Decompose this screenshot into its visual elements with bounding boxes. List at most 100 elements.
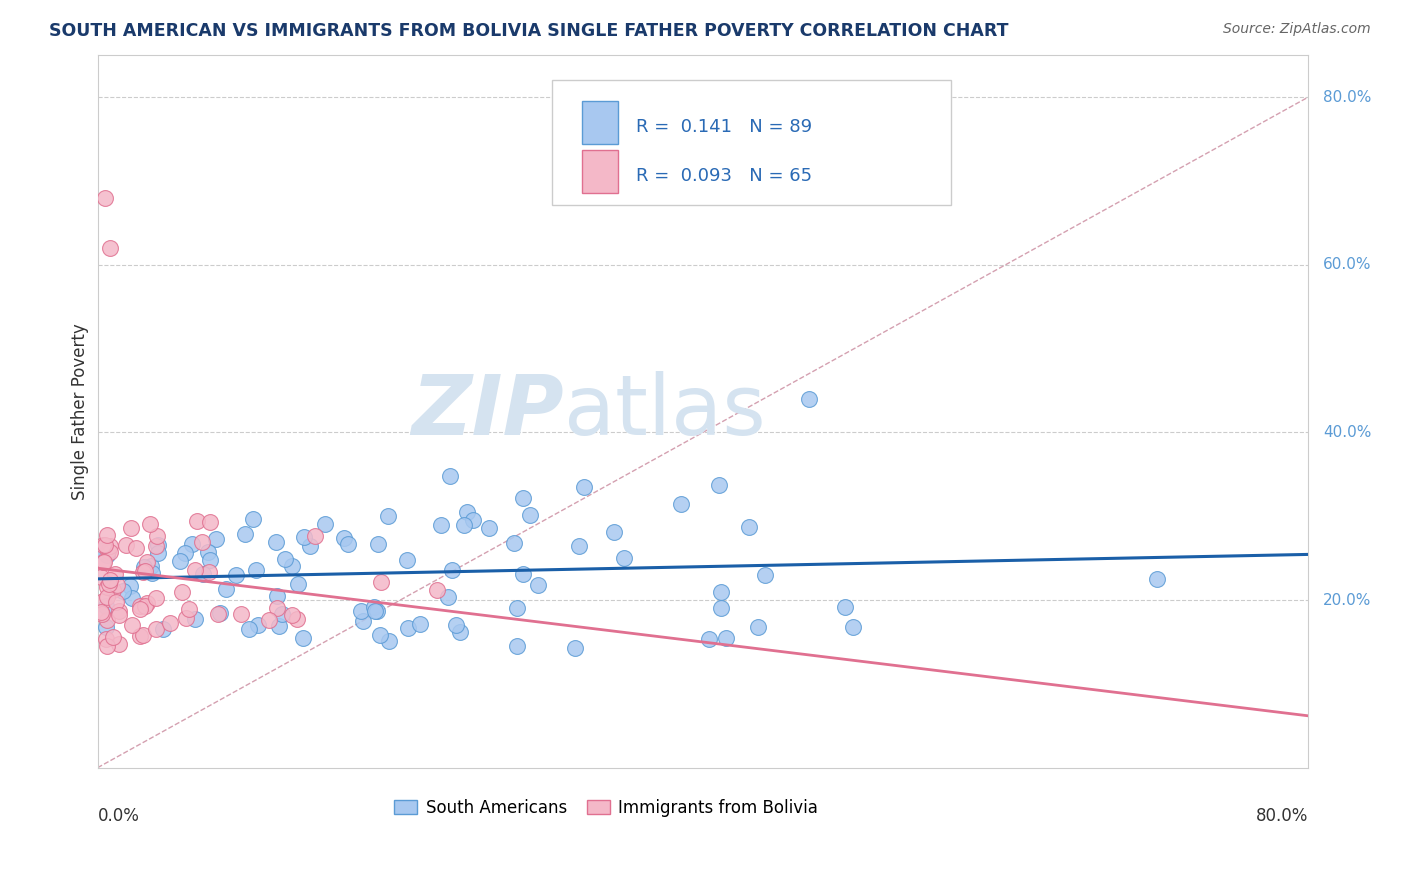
Point	[564, 641, 586, 656]
Point	[108, 608, 131, 623]
Point	[478, 521, 501, 535]
Point	[97, 577, 120, 591]
Point	[238, 622, 260, 636]
Point	[747, 620, 769, 634]
Point	[145, 540, 167, 554]
Point	[107, 637, 129, 651]
Point	[141, 566, 163, 581]
Point	[396, 621, 419, 635]
Point	[146, 546, 169, 560]
Point	[754, 568, 776, 582]
Point	[98, 573, 121, 587]
Point	[184, 612, 207, 626]
Point	[96, 527, 118, 541]
Point	[105, 578, 128, 592]
Point	[100, 545, 122, 559]
Point	[200, 553, 222, 567]
Text: 60.0%: 60.0%	[1323, 257, 1371, 272]
Point	[107, 604, 129, 618]
Point	[170, 584, 193, 599]
Point	[94, 619, 117, 633]
Point	[208, 606, 231, 620]
Point	[409, 617, 432, 632]
Point	[1146, 572, 1168, 586]
Text: 20.0%: 20.0%	[1323, 592, 1371, 607]
Legend: South Americans, Immigrants from Bolivia: South Americans, Immigrants from Bolivia	[387, 792, 825, 823]
Text: Source: ZipAtlas.com: Source: ZipAtlas.com	[1223, 22, 1371, 37]
Point	[229, 607, 252, 621]
Point	[104, 567, 127, 582]
Point	[367, 537, 389, 551]
Point	[207, 607, 229, 622]
Point	[368, 628, 391, 642]
Point	[152, 623, 174, 637]
Point	[273, 552, 295, 566]
Text: ZIP: ZIP	[411, 371, 564, 452]
Point	[128, 602, 150, 616]
Point	[463, 513, 485, 527]
Point	[245, 563, 267, 577]
Point	[512, 567, 534, 582]
Point	[94, 538, 117, 552]
Point	[91, 594, 114, 608]
Point	[135, 596, 157, 610]
Point	[714, 631, 737, 645]
Point	[98, 241, 121, 255]
Point	[353, 614, 375, 628]
Point	[292, 631, 315, 645]
Point	[145, 591, 167, 605]
Point	[121, 591, 143, 605]
Point	[96, 613, 118, 627]
Point	[669, 497, 692, 511]
Point	[184, 563, 207, 577]
Point	[174, 611, 197, 625]
Point	[98, 539, 121, 553]
Point	[257, 613, 280, 627]
Point	[437, 590, 460, 604]
Point	[453, 518, 475, 533]
Point	[710, 585, 733, 599]
Point	[90, 605, 112, 619]
Point	[91, 555, 114, 569]
Point	[707, 477, 730, 491]
Point	[101, 630, 124, 644]
Point	[128, 629, 150, 643]
Point	[242, 512, 264, 526]
Point	[266, 600, 288, 615]
Point	[132, 560, 155, 574]
Text: 40.0%: 40.0%	[1323, 425, 1371, 440]
Point	[205, 532, 228, 546]
Point	[281, 608, 304, 623]
FancyBboxPatch shape	[582, 102, 619, 145]
Point	[269, 619, 291, 633]
Point	[198, 565, 221, 579]
Point	[603, 525, 626, 540]
Point	[266, 589, 288, 603]
Point	[104, 594, 127, 608]
Point	[93, 538, 115, 552]
Text: atlas: atlas	[564, 371, 765, 452]
Point	[613, 551, 636, 566]
Point	[314, 516, 336, 531]
Point	[90, 569, 112, 583]
Point	[270, 607, 292, 621]
Point	[132, 565, 155, 579]
Point	[370, 575, 392, 590]
Point	[94, 632, 117, 646]
FancyBboxPatch shape	[582, 150, 619, 193]
Point	[396, 553, 419, 567]
Point	[834, 600, 856, 615]
Point	[246, 618, 269, 632]
Point	[426, 583, 449, 598]
Point	[285, 612, 308, 626]
Point	[710, 600, 733, 615]
Point	[366, 604, 388, 618]
Point	[174, 546, 197, 560]
Point	[281, 558, 304, 573]
Point	[264, 534, 287, 549]
Point	[125, 541, 148, 555]
Point	[350, 604, 373, 618]
Point	[304, 529, 326, 543]
Point	[135, 555, 157, 569]
Point	[91, 607, 114, 621]
